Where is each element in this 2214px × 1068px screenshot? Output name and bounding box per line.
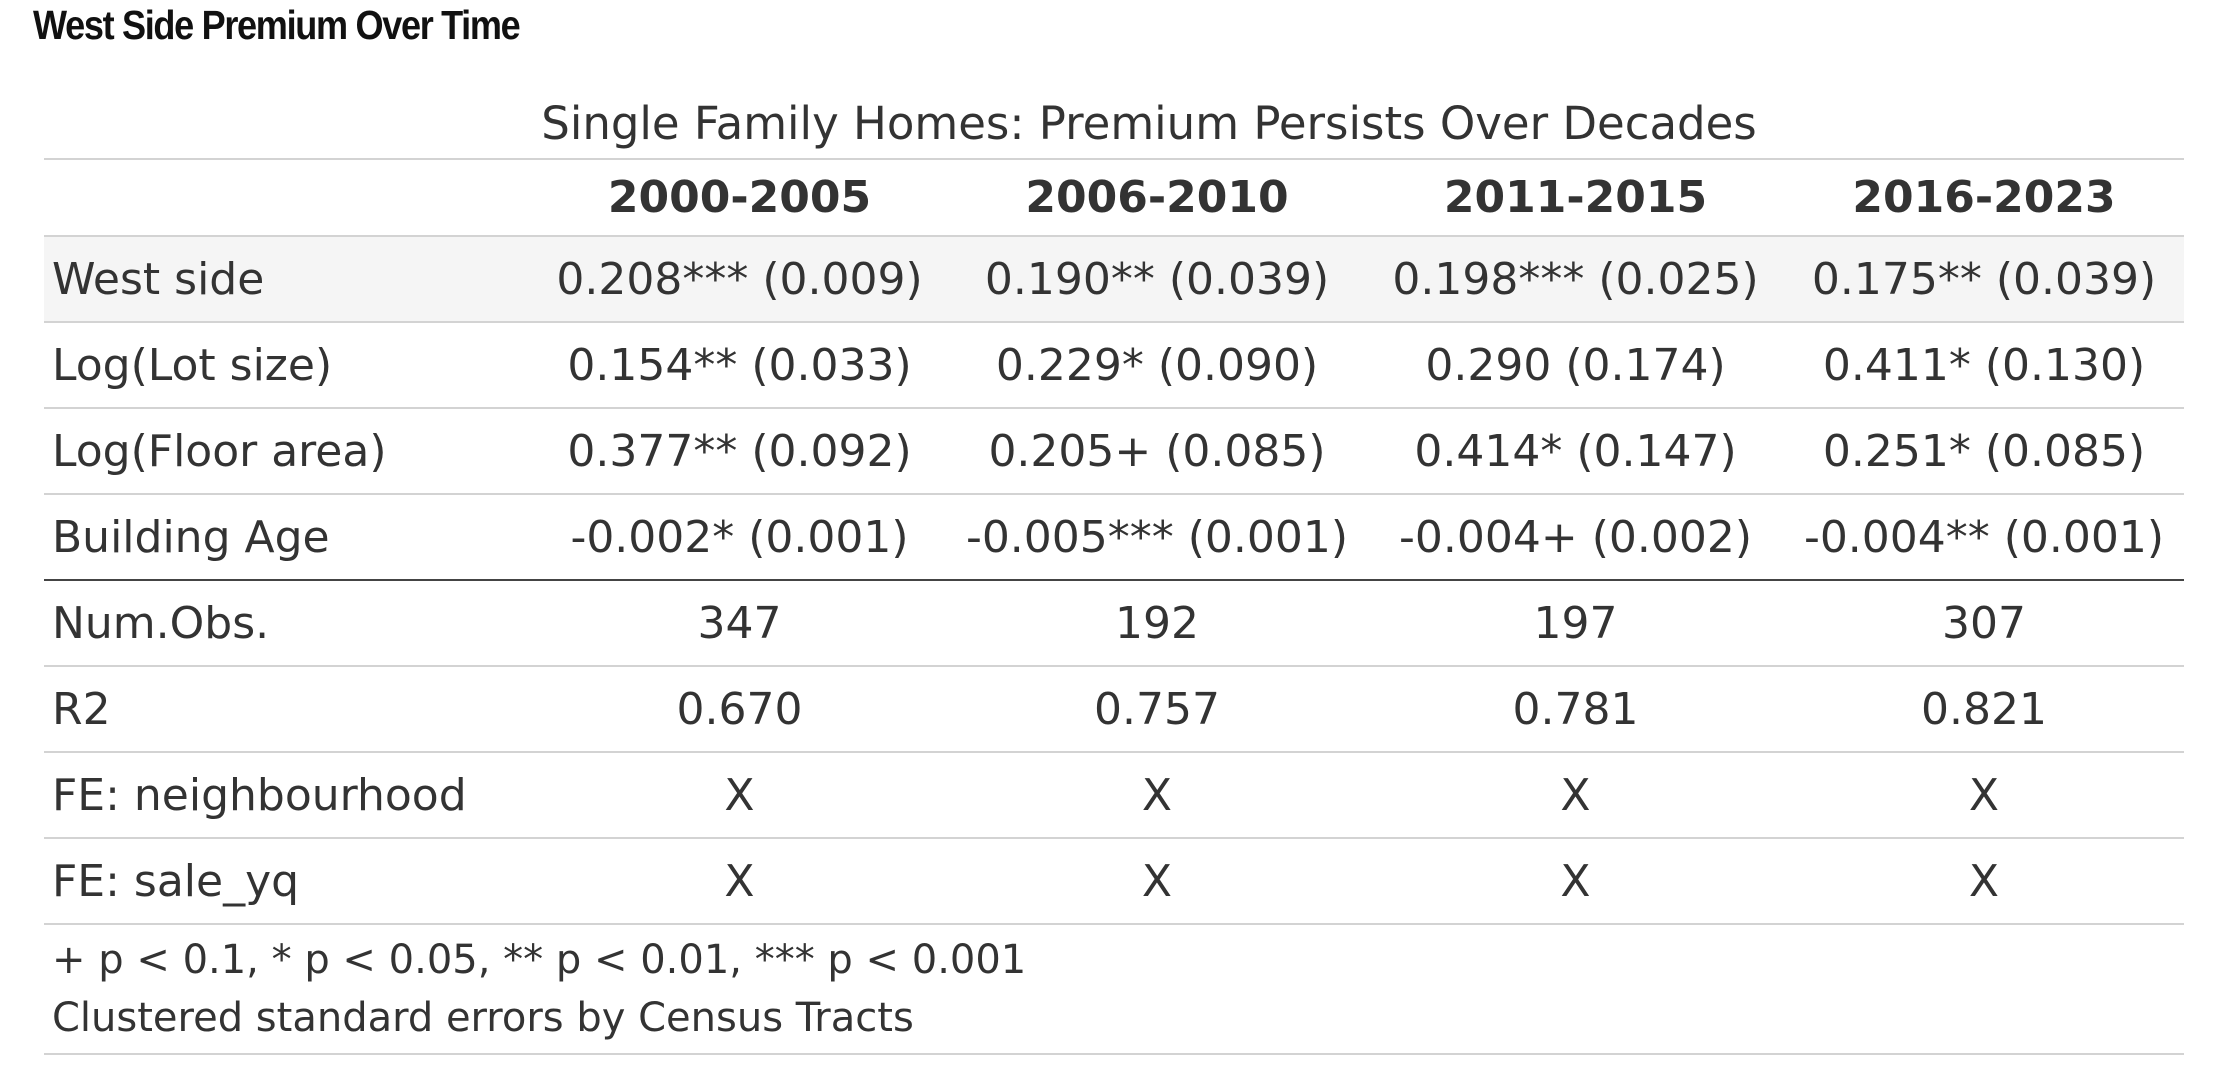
column-header-2011-2015: 2011-2015 <box>1367 160 1784 237</box>
row-label: FE: sale_yq <box>44 838 532 925</box>
table-cell: 0.821 <box>1784 666 2184 753</box>
regression-table: Single Family Homes: Premium Persists Ov… <box>44 88 2184 1055</box>
table-cell: 0.757 <box>947 666 1367 753</box>
table-cell: -0.002* (0.001) <box>532 494 947 581</box>
header-row: 2000-2005 2006-2010 2011-2015 2016-2023 <box>44 160 2184 237</box>
table-cell: 0.411* (0.130) <box>1784 322 2184 409</box>
table-notes: + p < 0.1, * p < 0.05, ** p < 0.01, *** … <box>44 925 2184 1055</box>
row-label: Num.Obs. <box>44 580 532 667</box>
table-cell: X <box>1784 752 2184 839</box>
row-label: Log(Lot size) <box>44 322 532 409</box>
column-header-2006-2010: 2006-2010 <box>947 160 1367 237</box>
table-cell: X <box>532 838 947 925</box>
table-cell: 0.190** (0.039) <box>947 236 1367 323</box>
table-row-num-obs: Num.Obs. 347 192 197 307 <box>44 580 2184 667</box>
table-cell: 197 <box>1367 580 1784 667</box>
column-header-2016-2023: 2016-2023 <box>1784 160 2184 237</box>
table-cell: 0.175** (0.039) <box>1784 236 2184 323</box>
results-table: 2000-2005 2006-2010 2011-2015 2016-2023 … <box>44 160 2184 925</box>
table-row-r2: R2 0.670 0.757 0.781 0.821 <box>44 666 2184 753</box>
table-row-west-side: West side 0.208*** (0.009) 0.190** (0.03… <box>44 236 2184 323</box>
table-cell: X <box>532 752 947 839</box>
row-label: R2 <box>44 666 532 753</box>
table-cell: 0.670 <box>532 666 947 753</box>
table-cell: 0.205+ (0.085) <box>947 408 1367 495</box>
page-heading: West Side Premium Over Time <box>33 2 521 48</box>
table-cell: 0.781 <box>1367 666 1784 753</box>
row-label: FE: neighbourhood <box>44 752 532 839</box>
table-cell: 0.208*** (0.009) <box>532 236 947 323</box>
table-cell: 0.414* (0.147) <box>1367 408 1784 495</box>
table-cell: 0.154** (0.033) <box>532 322 947 409</box>
table-row-fe-sale-yq: FE: sale_yq X X X X <box>44 838 2184 925</box>
table-cell: 347 <box>532 580 947 667</box>
table-cell: 0.198*** (0.025) <box>1367 236 1784 323</box>
table-row-building-age: Building Age -0.002* (0.001) -0.005*** (… <box>44 494 2184 581</box>
column-header-blank <box>44 160 532 237</box>
row-label: Building Age <box>44 494 532 581</box>
table-cell: -0.005*** (0.001) <box>947 494 1367 581</box>
table-cell: X <box>947 752 1367 839</box>
table-cell: -0.004** (0.001) <box>1784 494 2184 581</box>
table-row-fe-neighbourhood: FE: neighbourhood X X X X <box>44 752 2184 839</box>
significance-note: + p < 0.1, * p < 0.05, ** p < 0.01, *** … <box>52 937 1027 983</box>
table-cell: X <box>1367 838 1784 925</box>
table-cell: X <box>947 838 1367 925</box>
table-cell: 0.290 (0.174) <box>1367 322 1784 409</box>
table-cell: X <box>1784 838 2184 925</box>
table-cell: -0.004+ (0.002) <box>1367 494 1784 581</box>
row-label: West side <box>44 236 532 323</box>
table-cell: X <box>1367 752 1784 839</box>
column-header-2000-2005: 2000-2005 <box>532 160 947 237</box>
table-cell: 0.251* (0.085) <box>1784 408 2184 495</box>
row-label: Log(Floor area) <box>44 408 532 495</box>
table-cell: 0.377** (0.092) <box>532 408 947 495</box>
table-row-log-lot-size: Log(Lot size) 0.154** (0.033) 0.229* (0.… <box>44 322 2184 409</box>
table-cell: 192 <box>947 580 1367 667</box>
table-cell: 0.229* (0.090) <box>947 322 1367 409</box>
table-row-log-floor-area: Log(Floor area) 0.377** (0.092) 0.205+ (… <box>44 408 2184 495</box>
table-cell: 307 <box>1784 580 2184 667</box>
clustering-note: Clustered standard errors by Census Trac… <box>52 995 914 1041</box>
table-caption: Single Family Homes: Premium Persists Ov… <box>44 88 2184 160</box>
